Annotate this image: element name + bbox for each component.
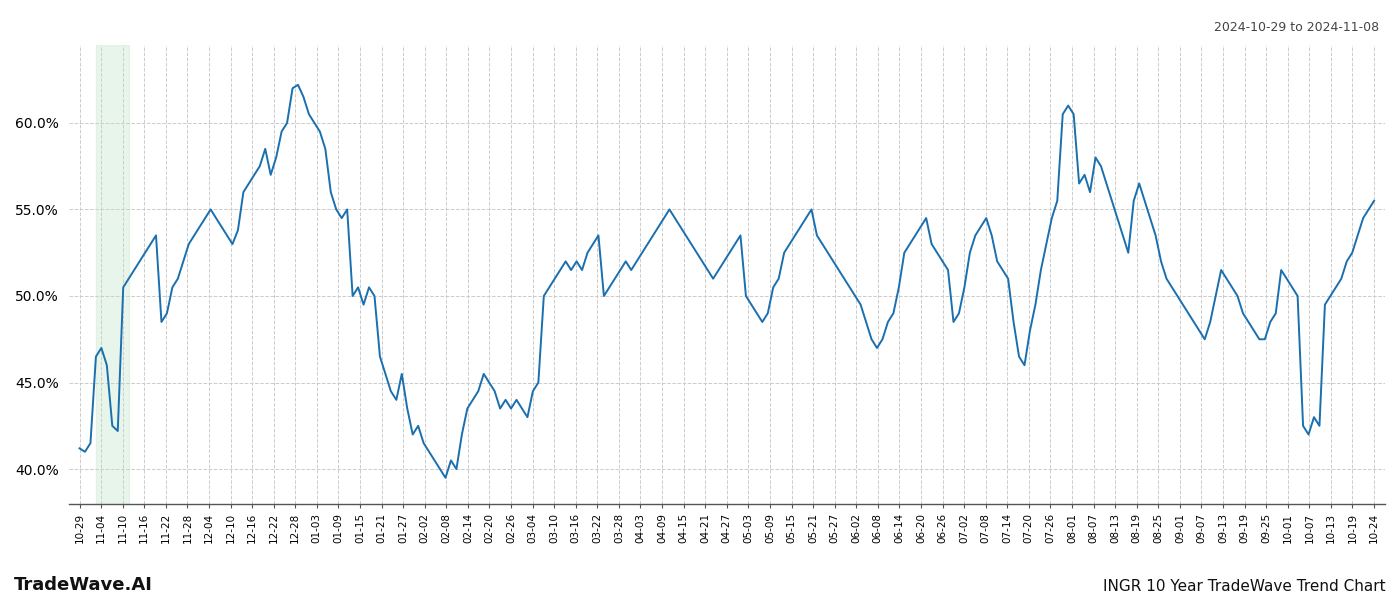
Text: INGR 10 Year TradeWave Trend Chart: INGR 10 Year TradeWave Trend Chart (1103, 579, 1386, 594)
Bar (97, 45, 129, 504)
Text: TradeWave.AI: TradeWave.AI (14, 576, 153, 594)
Text: 2024-10-29 to 2024-11-08: 2024-10-29 to 2024-11-08 (1214, 21, 1379, 34)
